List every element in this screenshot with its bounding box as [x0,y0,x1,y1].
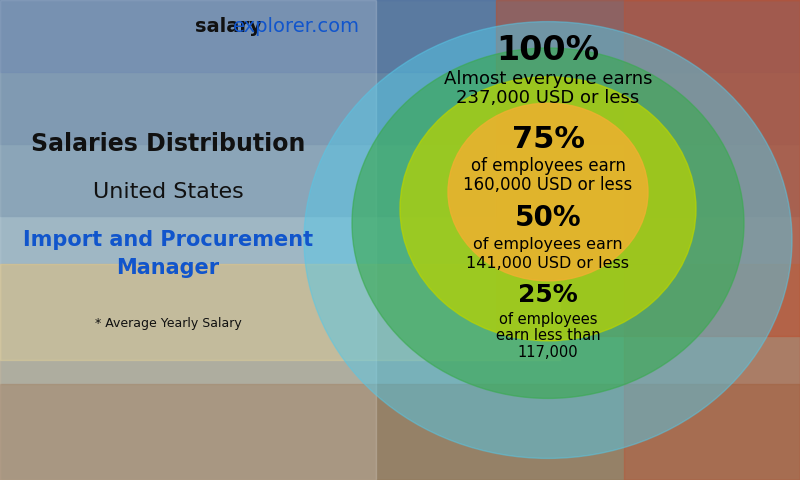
Text: of employees: of employees [498,312,598,327]
Text: United States: United States [93,182,243,202]
Ellipse shape [400,77,696,341]
Text: explorer.com: explorer.com [233,17,359,36]
Text: Salaries Distribution: Salaries Distribution [31,132,305,156]
Bar [0,0,800,72]
Text: Import and Procurement
Manager: Import and Procurement Manager [23,230,313,278]
Bar [0,264,560,360]
Bar [0,0,376,480]
Text: * Average Yearly Salary: * Average Yearly Salary [94,317,242,331]
Text: 75%: 75% [511,125,585,154]
Text: Almost everyone earns: Almost everyone earns [444,70,652,88]
Text: of employees earn: of employees earn [473,237,623,252]
Text: 117,000: 117,000 [518,345,578,360]
Bar [0,264,800,480]
Bar [0,384,800,480]
Bar [624,0,800,480]
Text: 25%: 25% [518,283,578,307]
Text: of employees earn: of employees earn [470,156,626,175]
Ellipse shape [304,22,792,458]
Text: 50%: 50% [514,204,582,232]
Ellipse shape [448,103,648,281]
Bar [496,0,800,336]
Text: earn less than: earn less than [496,328,600,344]
Ellipse shape [352,48,744,398]
Text: 141,000 USD or less: 141,000 USD or less [466,256,630,272]
Bar [0,0,800,216]
Text: salary: salary [194,17,262,36]
Text: 100%: 100% [497,34,599,67]
Text: 160,000 USD or less: 160,000 USD or less [463,176,633,194]
Text: 237,000 USD or less: 237,000 USD or less [456,89,640,108]
Bar [0,0,800,144]
